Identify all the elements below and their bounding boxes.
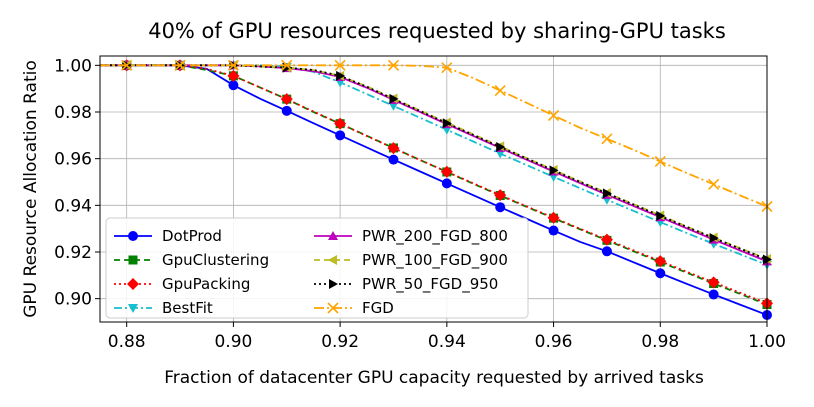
y-tick-label: 1.00 (54, 56, 92, 76)
y-tick-label: 0.92 (54, 243, 92, 263)
x-axis-ticks: 0.88 0.90 0.92 0.94 0.96 0.98 1.00 (108, 322, 786, 352)
legend-marker (329, 279, 338, 289)
data-point (281, 105, 292, 116)
data-point (228, 80, 239, 91)
data-point (388, 101, 399, 111)
y-axis-ticks: 0.90 0.92 0.94 0.96 0.98 1.00 (54, 56, 100, 310)
data-point (496, 142, 506, 152)
legend-label: DotProd (162, 227, 222, 245)
series-layer (100, 59, 773, 320)
data-point (442, 118, 452, 129)
legend-item-fgd: FGD (314, 299, 394, 317)
legend-label: GpuPacking (162, 275, 250, 293)
x-tick-label: 0.98 (641, 332, 679, 352)
data-point (336, 70, 346, 81)
data-point (547, 109, 560, 122)
x-tick-label: 1.00 (748, 332, 786, 352)
y-axis-label: GPU Resource Allocation Ratio (21, 60, 41, 318)
x-tick-label: 0.94 (428, 332, 466, 352)
y-tick-label: 0.94 (54, 196, 92, 216)
legend-item-dotprod: DotProd (114, 227, 222, 245)
legend-label: PWR_200_FGD_800 (362, 227, 508, 246)
legend-marker (328, 255, 337, 265)
data-point (387, 59, 400, 71)
legend-marker (128, 255, 138, 265)
legend: DotProd GpuClustering GpuPacking BestFit PWR… (105, 217, 529, 319)
series-line-fgd (100, 64, 768, 208)
data-point (602, 188, 612, 199)
data-point (655, 268, 666, 279)
legend-marker (328, 231, 338, 240)
data-point (494, 84, 506, 97)
series-line-gpupacking (100, 64, 768, 305)
data-point (495, 202, 506, 213)
data-point (335, 130, 346, 141)
series-fgd (100, 59, 773, 213)
data-point (227, 59, 239, 71)
legend-marker (127, 278, 139, 290)
data-point (174, 59, 186, 71)
legend-marker (128, 304, 138, 313)
x-tick-label: 0.90 (214, 332, 252, 352)
legend-item-gpuclustering: GpuClustering (114, 251, 269, 269)
legend-label: BestFit (162, 299, 213, 317)
chart-title: 40% of GPU resources requested by sharin… (148, 19, 726, 43)
legend-frame (105, 217, 529, 319)
x-axis-label: Fraction of datacenter GPU capacity requ… (164, 368, 704, 388)
data-point (654, 155, 666, 168)
legend-label: FGD (362, 299, 394, 317)
data-point (708, 178, 720, 190)
data-point (334, 59, 346, 71)
data-point (601, 133, 613, 145)
data-point (549, 165, 559, 176)
x-tick-label: 0.88 (108, 332, 146, 352)
plot-frame (99, 55, 768, 323)
data-point (121, 59, 133, 71)
data-point (280, 93, 293, 106)
data-point (334, 117, 347, 130)
y-tick-label: 0.98 (54, 103, 92, 123)
x-tick-label: 0.92 (321, 332, 359, 352)
legend-item-bestfit: BestFit (114, 299, 213, 317)
data-point (707, 276, 720, 289)
legend-item-gpupacking: GpuPacking (114, 275, 250, 293)
legend-marker (327, 302, 339, 314)
data-point (440, 165, 453, 178)
legend-label: GpuClustering (162, 251, 269, 269)
data-point (494, 189, 507, 202)
data-point (654, 255, 667, 268)
data-point (441, 62, 453, 74)
data-point (600, 233, 613, 246)
data-point (708, 289, 719, 300)
legend-item-pwr-100-fgd-900: PWR_100_FGD_900 (314, 251, 508, 270)
legend-item-pwr-200-fgd-800: PWR_200_FGD_800 (314, 227, 508, 246)
x-tick-label: 0.96 (535, 332, 573, 352)
data-point (281, 59, 293, 71)
data-point (387, 142, 400, 155)
legend-label: PWR_50_FGD_950 (362, 275, 498, 294)
data-point (227, 69, 240, 82)
legend-marker (128, 231, 138, 241)
data-point (547, 211, 560, 224)
legend-item-pwr-50-fgd-950: PWR_50_FGD_950 (314, 275, 498, 294)
data-point (389, 93, 399, 104)
y-tick-label: 0.90 (54, 290, 92, 310)
data-point (388, 154, 399, 165)
data-point (601, 246, 612, 257)
y-tick-label: 0.96 (54, 150, 92, 170)
legend-label: PWR_100_FGD_900 (362, 251, 508, 270)
data-point (709, 233, 719, 243)
data-point (441, 178, 452, 189)
data-point (656, 210, 666, 221)
data-point (548, 225, 559, 236)
